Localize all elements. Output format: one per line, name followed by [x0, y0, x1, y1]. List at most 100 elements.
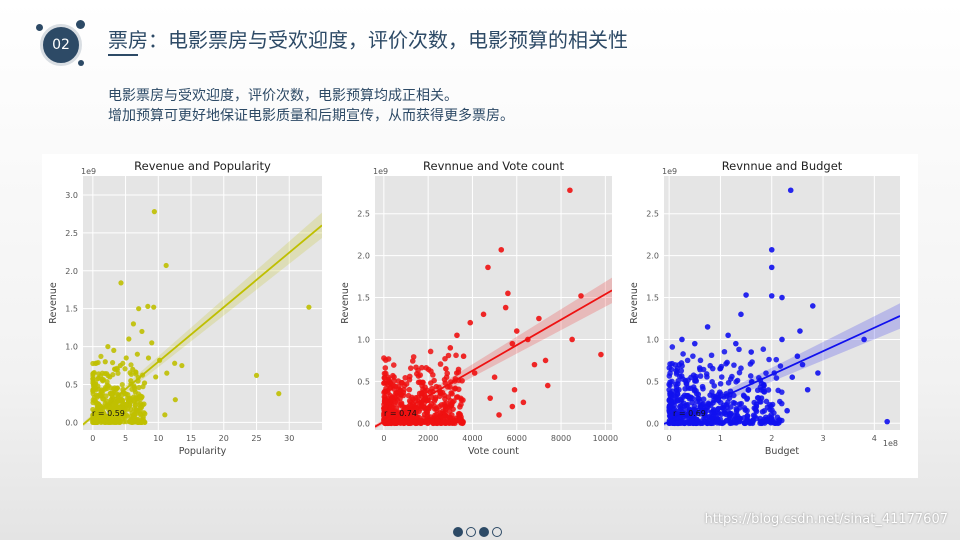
x-tick-label: 6000	[507, 434, 527, 443]
data-point	[694, 416, 700, 423]
data-point	[732, 417, 738, 423]
data-point	[115, 370, 121, 376]
data-point	[750, 418, 757, 424]
data-point	[136, 306, 142, 312]
data-point	[704, 374, 710, 380]
data-point	[691, 340, 698, 347]
pager-dot[interactable]	[492, 527, 502, 537]
y-tick-label: 1.5	[646, 294, 659, 303]
data-point	[99, 370, 105, 376]
data-point	[448, 390, 454, 396]
data-point	[773, 356, 780, 363]
y-axis-label: Revenue	[340, 282, 351, 324]
y-tick-label: 0.5	[65, 381, 78, 390]
data-point	[149, 340, 155, 346]
data-point	[397, 420, 404, 426]
data-point	[666, 381, 672, 388]
data-point	[437, 410, 443, 416]
decor-dot	[76, 20, 85, 29]
data-point	[741, 405, 748, 411]
data-point	[542, 357, 549, 364]
data-point	[789, 374, 796, 380]
y-tick-label: 0.5	[646, 377, 659, 386]
x-axis-label: Vote count	[468, 446, 519, 457]
y-tick-label: 1.0	[357, 335, 370, 344]
data-point	[128, 378, 134, 384]
data-point	[669, 344, 676, 350]
x-tick-label: 10	[153, 434, 163, 443]
data-point	[733, 340, 739, 347]
data-point	[425, 397, 431, 404]
data-point	[714, 410, 720, 416]
data-point	[130, 321, 137, 327]
y-tick-label: 1.5	[357, 294, 370, 303]
x-tick-label: 2	[769, 434, 774, 443]
x-tick-label: 20	[219, 434, 229, 443]
data-point	[382, 397, 389, 403]
pager-dot[interactable]	[466, 527, 476, 537]
data-point	[111, 347, 117, 353]
data-point	[446, 408, 453, 415]
decor-dot	[36, 24, 43, 31]
data-point	[760, 388, 767, 395]
data-point	[714, 415, 720, 421]
slide-pager	[453, 522, 505, 537]
data-point	[409, 394, 415, 401]
data-point	[709, 415, 715, 421]
data-point	[137, 393, 143, 399]
data-point	[729, 373, 735, 380]
data-point	[511, 386, 518, 393]
pager-dot[interactable]	[479, 527, 489, 537]
watermark: https://blog.csdn.net/sinat_41177607	[704, 512, 948, 527]
data-point	[724, 417, 730, 424]
data-point	[723, 360, 729, 367]
x-tick-label: 4000	[462, 434, 482, 443]
data-point	[742, 420, 748, 426]
data-point	[104, 379, 110, 385]
data-point	[102, 359, 108, 365]
slide-description: 电影票房与受欢迎度，评价次数，电影预算均成正相关。 增加预算可更好地保证电影质量…	[108, 86, 514, 126]
data-point	[727, 410, 734, 417]
data-point	[123, 419, 129, 425]
data-point	[809, 303, 816, 309]
data-point	[104, 398, 110, 404]
data-point	[391, 394, 398, 400]
x-tick-label: 4	[872, 434, 877, 443]
data-point	[447, 414, 453, 420]
data-point	[725, 332, 731, 339]
data-point	[683, 392, 690, 399]
y-tick-label: 0.0	[357, 419, 370, 428]
x-tick-label: 10000	[593, 434, 618, 443]
data-point	[253, 372, 260, 379]
data-point	[428, 380, 434, 386]
pager-dot[interactable]	[453, 527, 463, 537]
data-point	[419, 379, 426, 386]
data-point	[688, 374, 694, 381]
data-point	[401, 386, 407, 393]
data-point	[423, 417, 430, 424]
data-point	[102, 384, 109, 391]
plot-background	[375, 176, 612, 430]
data-point	[441, 376, 448, 383]
data-point	[768, 293, 775, 299]
data-point	[172, 360, 178, 366]
data-point	[123, 401, 129, 407]
data-point	[391, 401, 398, 408]
x-tick-label: 0	[667, 434, 672, 443]
data-point	[690, 353, 696, 359]
x-tick-label: 1	[718, 434, 723, 443]
data-point	[418, 390, 425, 396]
data-point	[429, 385, 435, 392]
data-point	[423, 364, 429, 371]
data-point	[115, 398, 121, 404]
data-point	[487, 395, 493, 401]
data-point	[730, 399, 737, 406]
data-point	[567, 187, 573, 194]
regression-line	[664, 315, 900, 425]
data-point	[777, 363, 784, 369]
data-point	[698, 420, 705, 426]
data-point	[680, 400, 687, 406]
data-point	[759, 418, 766, 425]
data-point	[679, 336, 685, 343]
data-point	[164, 370, 170, 376]
